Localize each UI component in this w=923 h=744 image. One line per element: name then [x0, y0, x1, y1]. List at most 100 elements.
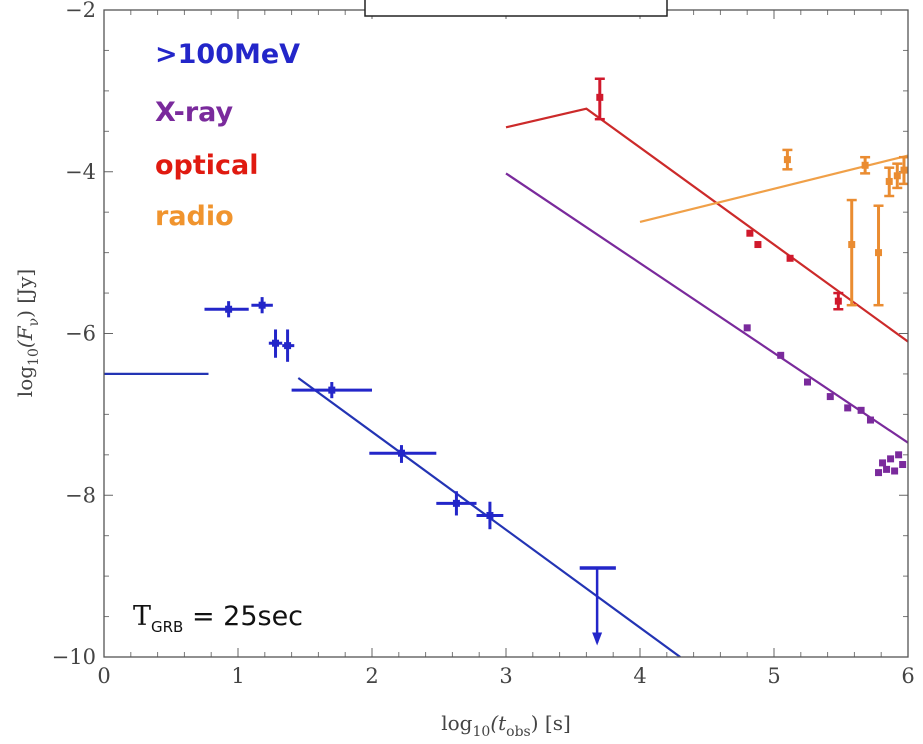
x-tick-label: 4	[633, 664, 646, 688]
x-ray-model-line	[505, 172, 908, 444]
radio-data-point	[873, 204, 884, 307]
radio-marker	[861, 161, 869, 169]
100mev-marker	[452, 499, 460, 507]
optical-data-point	[833, 291, 844, 311]
100mev-marker	[284, 342, 292, 350]
x-ray-marker	[891, 467, 899, 475]
x-tick-label: 0	[97, 664, 110, 688]
radio-data-point	[898, 155, 908, 186]
x-ray-marker	[777, 351, 785, 359]
x-ray-data-point	[804, 378, 811, 386]
optical-data-point	[746, 229, 754, 237]
optical-marker	[746, 229, 754, 237]
y-tick-label: −4	[65, 160, 96, 184]
x-axis-label: log10(tobs) [s]	[441, 711, 571, 740]
radio-data-point	[860, 155, 871, 175]
x-tick-label: 5	[767, 664, 780, 688]
100mev-upper-limit	[579, 566, 616, 646]
optical-marker	[834, 297, 842, 305]
y-tick-label: −10	[52, 645, 96, 669]
radio-marker	[848, 241, 856, 249]
optical-data-point	[594, 77, 605, 121]
x-ray-marker	[883, 465, 891, 473]
x-tick-label: 3	[499, 664, 512, 688]
100mev-data-point	[282, 329, 295, 362]
radio-marker	[885, 177, 893, 185]
100mev-data-point	[204, 301, 249, 318]
legend-label-radio: radio	[155, 201, 234, 232]
x-ray-data-point	[883, 465, 891, 473]
x-ray-marker	[899, 461, 907, 469]
legend-label-xray: X-ray	[155, 97, 234, 128]
radio-marker	[875, 249, 883, 257]
x-ray-data-point	[887, 455, 895, 463]
radio-data-point	[892, 162, 903, 190]
y-tick-label: −8	[65, 483, 96, 507]
100mev-data-point	[436, 491, 477, 516]
x-ray-marker	[804, 378, 811, 386]
radio-data-point	[884, 166, 895, 198]
x-axis-label-sub: 10	[472, 724, 490, 740]
title-box	[364, 0, 668, 17]
x-ray-data-point	[891, 467, 899, 475]
100mev-marker	[328, 386, 336, 394]
tgrb-sub: GRB	[151, 618, 183, 636]
radio-data-point	[846, 198, 857, 307]
y-axis-label-unit: ) [Jy]	[13, 269, 37, 318]
x-axis-label-argsub: obs	[506, 724, 531, 740]
radio-data-point	[782, 148, 793, 171]
100mev-data-point	[251, 297, 273, 314]
optical-marker	[596, 93, 604, 101]
y-axis-label-argsub: ν	[26, 318, 42, 327]
x-ray-data-point	[875, 469, 883, 477]
x-ray-data-point	[743, 324, 751, 332]
100mev-upper-limit-arrowhead	[592, 632, 603, 646]
x-ray-data-point	[857, 406, 865, 414]
y-axis-label-arg: (F	[13, 325, 37, 348]
x-ray-marker	[857, 406, 865, 414]
x-ray-marker	[844, 404, 852, 412]
y-tick-label: −6	[65, 322, 96, 346]
legend: >100MeV X-ray optical radio	[155, 39, 300, 232]
x-axis-label-unit: ) [s]	[531, 711, 571, 735]
x-ray-data-point	[899, 461, 907, 469]
x-ray-data-point	[777, 351, 785, 359]
y-axis-label-sub: 10	[26, 348, 42, 366]
100mev-data-point	[476, 501, 504, 530]
100mev-data-point	[268, 329, 283, 358]
x-ray-marker	[826, 393, 834, 401]
tgrb-rest: = 25sec	[183, 601, 303, 632]
100mev-marker	[225, 305, 233, 313]
optical-data-point	[754, 241, 762, 249]
radio-marker	[893, 172, 901, 180]
x-ray-marker	[875, 469, 883, 477]
tgrb-annotation: TGRB = 25sec	[133, 601, 303, 636]
y-tick-label: −2	[65, 0, 96, 22]
tgrb-main: T	[133, 601, 151, 632]
100mev-marker	[258, 301, 266, 309]
radio-marker	[783, 156, 791, 164]
y-axis-label-base: log	[13, 366, 37, 397]
x-ray-data-point	[866, 416, 874, 424]
100mev-marker	[272, 339, 280, 347]
optical-marker	[786, 254, 794, 262]
radio-marker	[900, 166, 908, 174]
100mev-data-point	[291, 382, 372, 399]
x-ray-marker	[879, 459, 887, 467]
x-ray-marker	[895, 451, 903, 459]
x-ray-data-point	[826, 393, 834, 401]
x-tick-label: 6	[901, 664, 914, 688]
optical-model-line	[505, 107, 908, 343]
x-tick-label: 1	[231, 664, 244, 688]
x-ray-data-point	[879, 459, 887, 467]
optical-marker	[754, 241, 762, 249]
x-axis-label-base: log	[441, 711, 472, 735]
legend-label-gev: >100MeV	[155, 39, 300, 70]
100mev-marker	[397, 449, 405, 457]
x-ray-data-point	[895, 451, 903, 459]
x-ray-marker	[866, 416, 874, 424]
optical-data-point	[786, 254, 794, 262]
legend-label-optical: optical	[155, 150, 259, 181]
100mev-data-point	[369, 445, 437, 463]
